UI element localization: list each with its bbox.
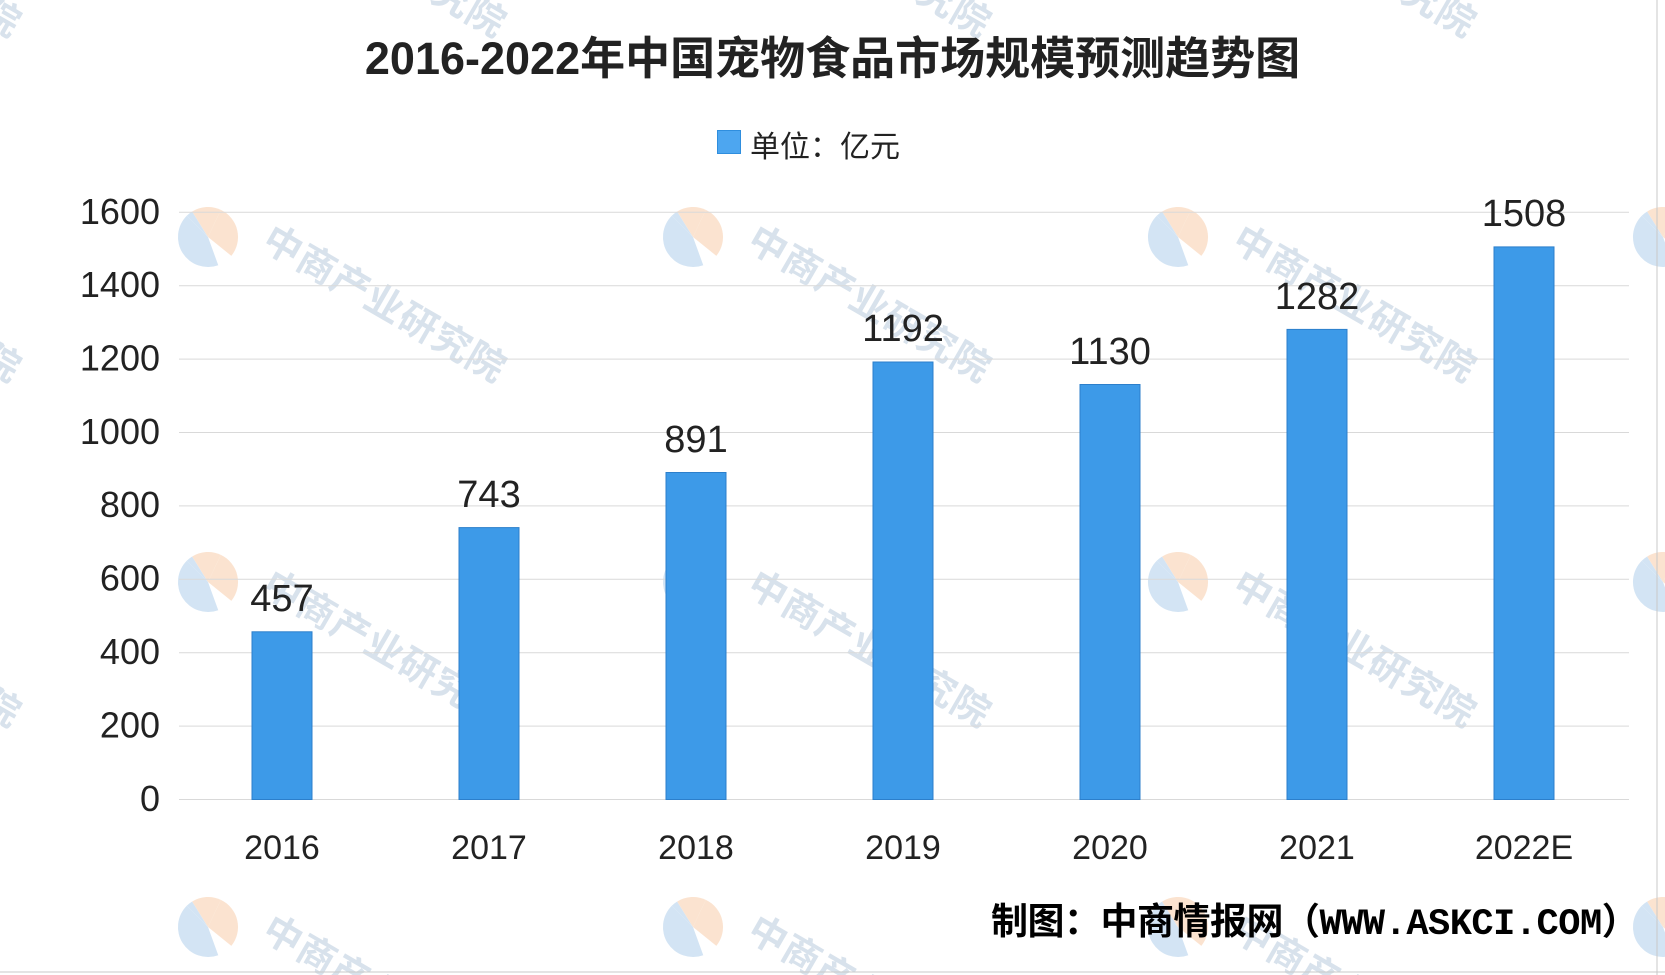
svg-text:743: 743 xyxy=(457,474,520,516)
svg-text:2018: 2018 xyxy=(658,829,734,867)
svg-text:1400: 1400 xyxy=(80,264,160,305)
svg-text:1192: 1192 xyxy=(862,308,944,350)
svg-text:600: 600 xyxy=(100,558,160,599)
svg-text:1600: 1600 xyxy=(80,191,160,232)
svg-text:800: 800 xyxy=(100,484,160,525)
svg-text:1508: 1508 xyxy=(1482,193,1567,235)
svg-text:200: 200 xyxy=(100,705,160,746)
svg-text:400: 400 xyxy=(100,631,160,672)
svg-text:2016: 2016 xyxy=(244,829,320,867)
svg-text:0: 0 xyxy=(140,778,160,819)
svg-text:891: 891 xyxy=(664,419,727,461)
svg-text:457: 457 xyxy=(250,578,313,620)
svg-text:1000: 1000 xyxy=(80,411,160,452)
svg-text:1200: 1200 xyxy=(80,338,160,379)
svg-text:2021: 2021 xyxy=(1279,829,1355,867)
svg-text:2022E: 2022E xyxy=(1475,829,1573,867)
svg-text:1282: 1282 xyxy=(1275,276,1360,318)
svg-text:1130: 1130 xyxy=(1069,331,1151,373)
svg-text:2019: 2019 xyxy=(865,829,941,867)
svg-text:2020: 2020 xyxy=(1072,829,1148,867)
svg-text:2017: 2017 xyxy=(451,829,527,867)
